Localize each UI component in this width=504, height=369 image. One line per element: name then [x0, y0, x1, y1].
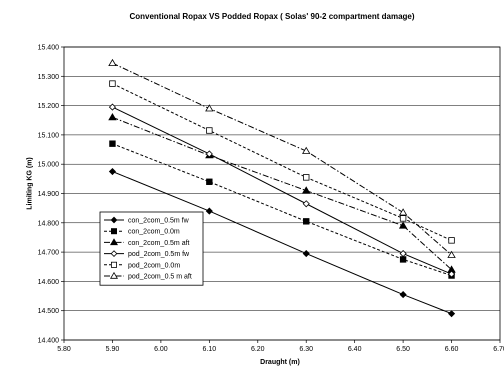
data-point — [399, 215, 407, 222]
series-6 — [108, 58, 456, 258]
y-tick-label: 14.800 — [38, 220, 60, 227]
legend-entry: pod_2com_0.0m — [104, 261, 180, 269]
data-point — [447, 270, 456, 278]
data-point — [111, 228, 118, 235]
data-point — [109, 80, 116, 87]
data-point — [302, 146, 311, 154]
data-point — [205, 150, 213, 158]
y-tick-label: 14.600 — [38, 279, 60, 286]
legend-entry: con_2com_0.5m aft — [104, 238, 190, 247]
data-point — [303, 218, 310, 225]
x-tick-label: 5.80 — [57, 346, 71, 353]
data-point — [110, 216, 118, 224]
legend-entry: con_2com_0.0m — [104, 228, 180, 236]
data-point — [109, 140, 116, 147]
data-point — [302, 186, 311, 194]
x-tick-label: 6.70 — [493, 346, 504, 353]
x-tick-label: 6.60 — [445, 346, 459, 353]
data-point — [111, 261, 118, 268]
data-point — [398, 208, 408, 216]
data-point — [108, 113, 117, 121]
chart-title: Conventional Ropax VS Podded Ropax ( Sol… — [129, 12, 415, 21]
legend-box — [99, 211, 204, 286]
series-4 — [108, 103, 456, 278]
data-point — [447, 310, 456, 318]
series-1 — [108, 167, 456, 318]
y-tick-label: 15.200 — [38, 103, 60, 110]
data-point — [448, 237, 455, 244]
legend-label: con_2com_0.5m fw — [128, 218, 190, 225]
y-tick-label: 15.300 — [38, 74, 60, 81]
data-point — [108, 103, 117, 111]
y-tick-label: 14.500 — [38, 308, 60, 315]
data-point — [206, 178, 213, 185]
legend-entry: con_2com_0.5m fw — [104, 216, 190, 225]
y-tick-label: 14.400 — [38, 338, 60, 345]
x-tick-label: 5.90 — [106, 346, 120, 353]
y-tick-label: 15.000 — [38, 162, 60, 169]
data-point — [109, 271, 119, 279]
data-point — [398, 221, 408, 229]
legend-label: con_2com_0.0m — [128, 229, 180, 236]
y-axis-ticks: 14.400 14.500 14.600 14.700 14.800 14.900 15.0… — [38, 45, 64, 345]
x-tick-label: 6.20 — [251, 346, 265, 353]
data-point — [109, 238, 119, 246]
data-point — [399, 256, 407, 263]
data-point — [108, 167, 117, 176]
data-point — [447, 250, 456, 258]
x-axis-label: Draught (m) — [260, 359, 300, 366]
legend-entry: pod_2com_0.5m fw — [104, 250, 190, 258]
data-point — [303, 174, 310, 181]
y-tick-label: 14.900 — [38, 191, 60, 198]
y-tick-label: 14.700 — [38, 250, 60, 257]
data-point — [205, 207, 213, 215]
data-point — [110, 250, 118, 257]
x-tick-label: 6.40 — [348, 346, 362, 353]
gridlines — [64, 46, 500, 341]
x-tick-label: 6.30 — [299, 346, 313, 353]
legend-entry: pod_2com_0.5 m aft — [104, 271, 192, 281]
data-point — [108, 58, 117, 67]
data-point — [302, 249, 310, 258]
y-tick-label: 15.400 — [38, 45, 60, 52]
x-tick-label: 6.10 — [203, 346, 217, 353]
legend: con_2com_0.5m fw con_2com_0.0m con_2com_0.… — [99, 211, 204, 286]
legend-label: pod_2com_0.5 m aft — [128, 274, 192, 281]
x-tick-label: 6.00 — [154, 346, 168, 353]
data-point — [399, 291, 407, 299]
data-point — [302, 200, 310, 208]
data-point — [205, 104, 214, 112]
data-point — [206, 127, 213, 134]
legend-label: con_2com_0.5m aft — [128, 240, 190, 247]
legend-label: pod_2com_0.0m — [128, 262, 180, 269]
x-tick-label: 6.50 — [396, 346, 410, 353]
series-5 — [109, 80, 455, 244]
x-axis-ticks: 5.80 5.90 6.00 6.10 6.20 6.30 6.40 6.50 6.60 6.70 — [57, 340, 504, 353]
data-point — [399, 249, 407, 258]
legend-label: pod_2com_0.5m fw — [128, 251, 190, 258]
series-group — [108, 58, 456, 318]
y-tick-label: 15.100 — [38, 132, 60, 139]
